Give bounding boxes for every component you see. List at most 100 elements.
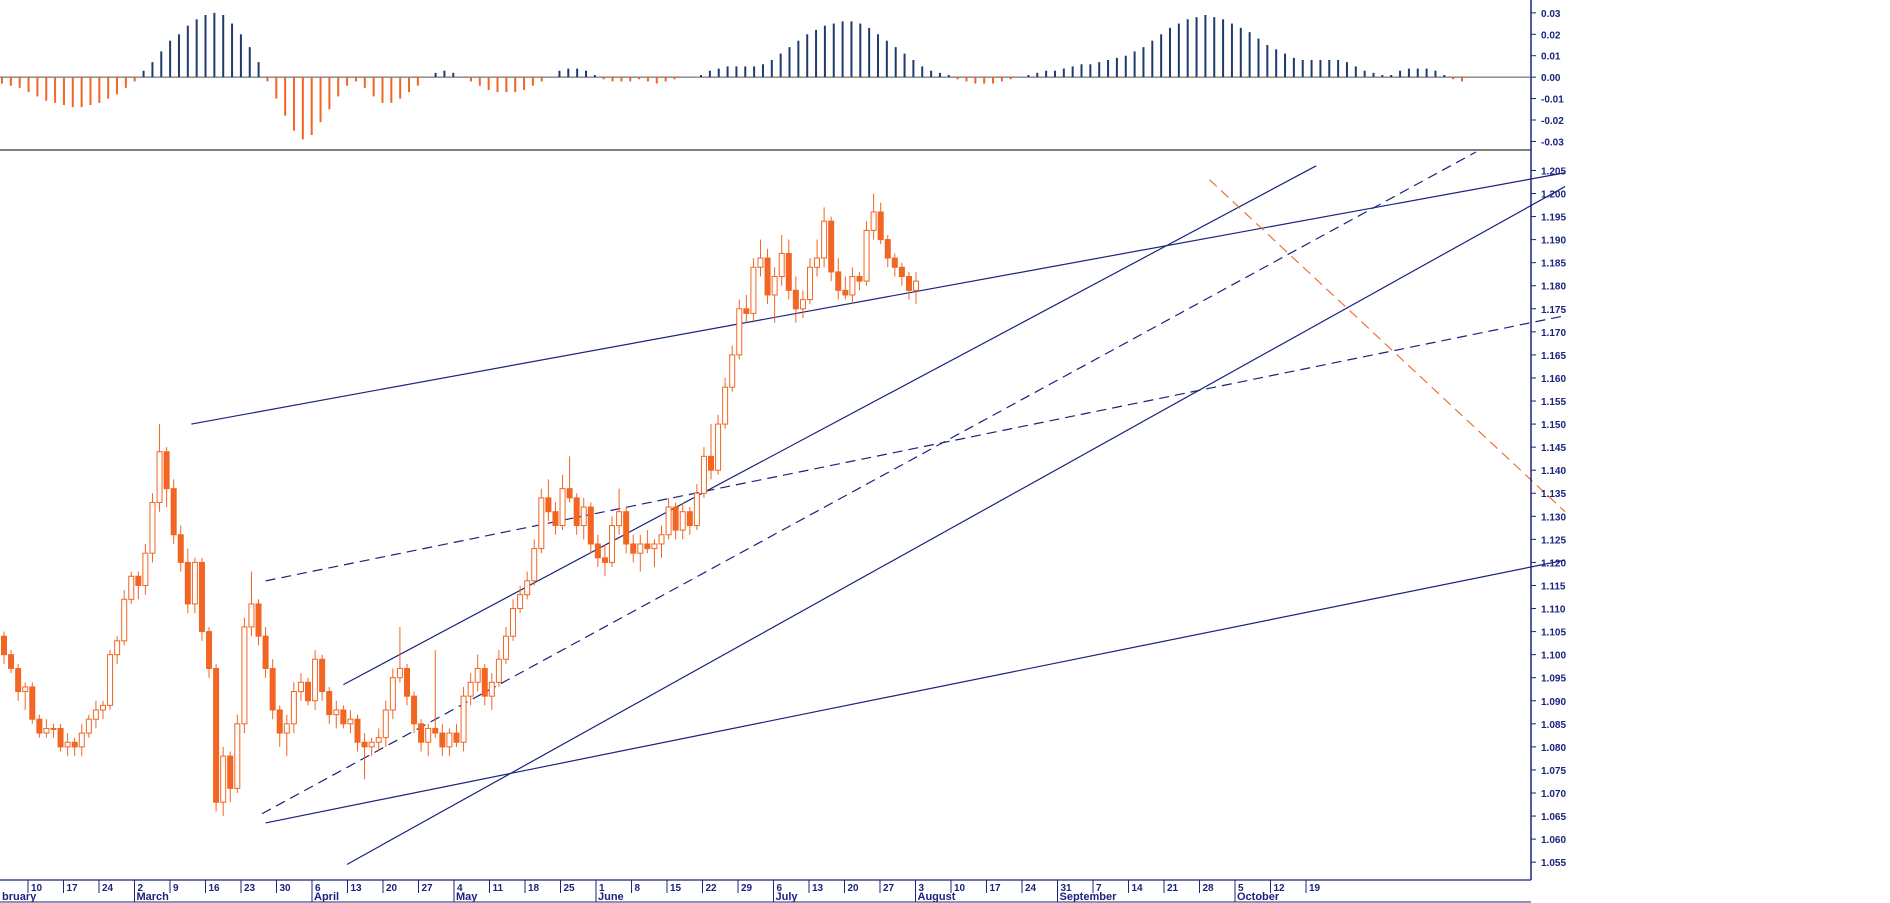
candle-body-up <box>368 741 375 748</box>
price-tick-label: 1.135 <box>1541 489 1566 500</box>
month-label: April <box>314 891 339 903</box>
week-tick-label: 10 <box>954 883 966 894</box>
month-label: June <box>598 891 624 903</box>
candle-body-up <box>806 266 813 301</box>
candle-body-up <box>128 575 135 600</box>
week-tick-label: 27 <box>422 883 434 894</box>
price-tick-label: 1.065 <box>1541 812 1566 823</box>
price-tick-label: 1.145 <box>1541 443 1566 454</box>
candle-body-up <box>283 723 290 734</box>
oscillator-panel <box>0 12 1530 140</box>
oscillator-tick-label: -0.01 <box>1541 95 1564 106</box>
week-tick-label: 30 <box>280 883 292 894</box>
week-tick-label: 17 <box>67 883 79 894</box>
candle-body-up <box>757 257 764 268</box>
candle-body-down <box>891 257 898 268</box>
candle-body-down <box>856 276 863 282</box>
candle-body-down <box>686 511 693 527</box>
week-tick-label: 6 <box>777 883 783 894</box>
candle-body-down <box>255 603 262 637</box>
price-tick-label: 1.160 <box>1541 374 1566 385</box>
candle-body-down <box>432 727 439 734</box>
candle-body-up <box>488 681 495 697</box>
candle-body-up <box>297 681 304 693</box>
candle-body-up <box>220 755 227 803</box>
price-tick-label: 1.085 <box>1541 720 1566 731</box>
resistance-line <box>191 172 1566 425</box>
candle-body-down <box>828 220 835 273</box>
candle-body-down <box>227 755 234 789</box>
candle-body-up <box>333 709 340 716</box>
week-tick-label: 25 <box>564 883 576 894</box>
price-tick-label: 1.125 <box>1541 535 1566 546</box>
price-tick-label: 1.075 <box>1541 766 1566 777</box>
candle-body-down <box>213 667 220 803</box>
candle-body-up <box>870 211 877 231</box>
price-tick-label: 1.105 <box>1541 628 1566 639</box>
candle-body-down <box>361 741 368 748</box>
week-tick-label: 24 <box>1025 883 1037 894</box>
candle-body-down <box>842 289 849 296</box>
candle-body-down <box>262 635 269 669</box>
candle-body-up <box>85 718 92 734</box>
candle-body-up <box>495 658 502 683</box>
candle-body-up <box>114 640 121 656</box>
week-tick-label: 3 <box>919 883 925 894</box>
week-tick-label: 16 <box>209 883 221 894</box>
candle-body-up <box>92 709 99 720</box>
price-tick-label: 1.165 <box>1541 351 1566 362</box>
candle-body-up <box>121 598 128 642</box>
candle-body-up <box>715 423 722 471</box>
candle-body-down <box>269 667 276 711</box>
week-tick-label: 18 <box>528 883 540 894</box>
week-tick-label: 12 <box>1274 883 1286 894</box>
month-label: March <box>137 891 170 903</box>
candle-body-down <box>354 718 361 743</box>
candle-body-up <box>771 276 778 296</box>
candle-body-down <box>835 271 842 291</box>
week-tick-label: 19 <box>1309 883 1321 894</box>
week-tick-label: 13 <box>351 883 363 894</box>
price-tick-label: 1.205 <box>1541 166 1566 177</box>
week-tick-label: 20 <box>386 883 398 894</box>
candle-body-up <box>799 299 806 310</box>
price-tick-label: 1.190 <box>1541 236 1566 247</box>
week-tick-label: 20 <box>848 883 860 894</box>
price-tick-label: 1.070 <box>1541 789 1566 800</box>
candle-body-up <box>467 681 474 697</box>
week-tick-label: 7 <box>1096 883 1102 894</box>
candle-body-up <box>191 561 198 605</box>
candle-body-up <box>22 686 29 693</box>
week-tick-label: 28 <box>1203 883 1215 894</box>
candle-body-down <box>877 211 884 241</box>
candle-body-up <box>693 492 700 527</box>
candle-body-down <box>177 534 184 563</box>
candle-body-up <box>722 386 729 425</box>
candle-body-down <box>418 723 425 743</box>
candle-body-up <box>389 677 396 711</box>
candle-body-up <box>729 354 736 388</box>
price-tick-label: 1.180 <box>1541 282 1566 293</box>
candle-body-down <box>630 543 637 554</box>
candle-body-up <box>312 658 319 702</box>
candle-body-up <box>517 594 524 610</box>
candle-body-down <box>340 709 347 725</box>
candle-body-up <box>50 727 57 730</box>
week-tick-label: 8 <box>635 883 641 894</box>
price-tick-label: 1.140 <box>1541 466 1566 477</box>
candle-body-down <box>545 497 552 513</box>
candle-body-down <box>163 451 170 490</box>
price-tick-label: 1.090 <box>1541 697 1566 708</box>
candle-body-up <box>637 543 644 554</box>
candle-body-down <box>764 257 771 296</box>
candle-body-up <box>290 691 297 725</box>
candle-body-down <box>57 727 64 748</box>
week-tick-label: 1 <box>599 883 605 894</box>
candle-body-down <box>305 681 312 702</box>
week-tick-label: 24 <box>102 883 114 894</box>
oscillator-tick-label: -0.02 <box>1541 116 1564 127</box>
month-label: October <box>1237 891 1280 903</box>
week-tick-label: 5 <box>1238 883 1244 894</box>
candle-body-down <box>601 557 608 563</box>
